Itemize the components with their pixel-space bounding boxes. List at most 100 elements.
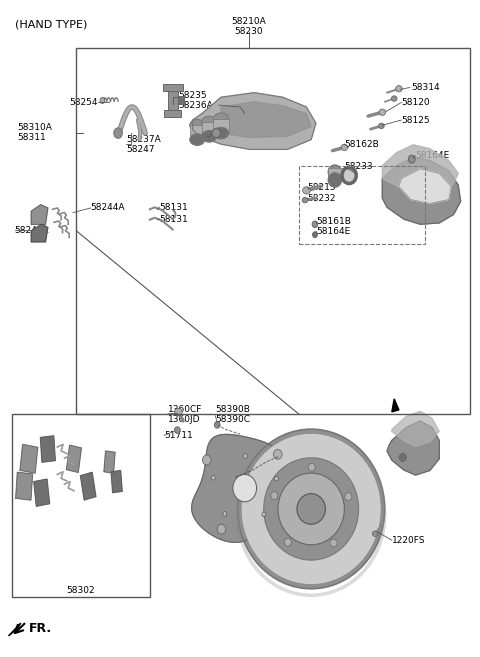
Polygon shape <box>399 169 451 204</box>
Ellipse shape <box>274 449 282 459</box>
Ellipse shape <box>278 473 344 545</box>
Ellipse shape <box>175 427 180 434</box>
Polygon shape <box>383 145 458 194</box>
Polygon shape <box>9 623 21 636</box>
Bar <box>202 122 217 136</box>
Ellipse shape <box>391 96 397 101</box>
Bar <box>190 125 205 139</box>
Ellipse shape <box>211 476 215 480</box>
Ellipse shape <box>264 458 359 560</box>
Polygon shape <box>34 479 49 506</box>
Text: 58125: 58125 <box>401 116 430 125</box>
Ellipse shape <box>345 493 352 501</box>
Text: 58164E: 58164E <box>416 151 450 160</box>
Text: 58164E: 58164E <box>316 227 350 236</box>
Ellipse shape <box>202 116 217 128</box>
Text: 58390C: 58390C <box>216 415 251 424</box>
Ellipse shape <box>328 173 342 187</box>
Polygon shape <box>387 421 439 475</box>
Ellipse shape <box>302 198 308 203</box>
Ellipse shape <box>262 512 266 516</box>
Text: 58120: 58120 <box>401 98 430 107</box>
Text: 58213: 58213 <box>307 183 336 193</box>
Polygon shape <box>16 472 33 500</box>
Bar <box>164 110 181 117</box>
Polygon shape <box>31 224 48 242</box>
Polygon shape <box>392 411 439 446</box>
Ellipse shape <box>212 129 220 137</box>
Ellipse shape <box>341 144 348 150</box>
Polygon shape <box>192 93 316 149</box>
Text: 58311: 58311 <box>17 133 46 142</box>
Text: 58210A: 58210A <box>231 17 266 26</box>
Bar <box>328 168 342 180</box>
Text: 58131: 58131 <box>159 215 188 223</box>
Text: 58411D: 58411D <box>278 452 313 461</box>
Bar <box>300 166 425 244</box>
Ellipse shape <box>399 453 406 461</box>
Text: 51711: 51711 <box>164 431 193 440</box>
Ellipse shape <box>408 155 415 163</box>
Ellipse shape <box>233 474 257 502</box>
Polygon shape <box>383 158 461 224</box>
Ellipse shape <box>372 531 378 537</box>
Text: 58244A: 58244A <box>14 226 49 235</box>
Text: 1360JD: 1360JD <box>168 415 200 424</box>
Ellipse shape <box>312 232 317 238</box>
Ellipse shape <box>190 134 205 145</box>
Ellipse shape <box>379 109 385 116</box>
Polygon shape <box>40 436 55 462</box>
Ellipse shape <box>243 454 247 459</box>
Text: 58237A: 58237A <box>126 135 161 144</box>
Text: 58244A: 58244A <box>91 204 125 212</box>
Text: 58162B: 58162B <box>344 140 379 148</box>
Ellipse shape <box>396 85 402 92</box>
Ellipse shape <box>215 422 220 428</box>
Text: FR.: FR. <box>29 622 52 635</box>
Ellipse shape <box>114 128 122 138</box>
Ellipse shape <box>214 113 228 125</box>
Bar <box>163 84 183 91</box>
Ellipse shape <box>203 455 211 464</box>
Text: 58230: 58230 <box>234 27 263 36</box>
Polygon shape <box>31 205 48 224</box>
Ellipse shape <box>284 539 291 546</box>
Ellipse shape <box>308 463 315 471</box>
Bar <box>214 119 228 133</box>
Ellipse shape <box>238 429 384 589</box>
Ellipse shape <box>175 408 182 415</box>
Polygon shape <box>192 434 296 542</box>
Bar <box>179 96 184 104</box>
Text: (HAND TYPE): (HAND TYPE) <box>14 19 87 29</box>
Polygon shape <box>67 445 81 472</box>
Polygon shape <box>81 472 96 500</box>
Ellipse shape <box>342 168 356 183</box>
Ellipse shape <box>302 187 310 194</box>
Ellipse shape <box>271 491 278 499</box>
Ellipse shape <box>214 127 228 139</box>
Ellipse shape <box>190 120 205 131</box>
Text: 58127B: 58127B <box>207 132 241 141</box>
Text: 58236A: 58236A <box>179 101 213 110</box>
Ellipse shape <box>379 123 384 129</box>
Polygon shape <box>392 399 399 412</box>
Polygon shape <box>111 470 122 493</box>
Text: 58314: 58314 <box>411 83 439 92</box>
Polygon shape <box>221 102 311 137</box>
Text: 58247: 58247 <box>126 145 155 154</box>
Ellipse shape <box>275 476 278 481</box>
Ellipse shape <box>202 131 217 142</box>
Ellipse shape <box>328 165 342 179</box>
Ellipse shape <box>241 434 381 585</box>
Text: 58161B: 58161B <box>316 217 351 226</box>
Ellipse shape <box>100 97 105 103</box>
Ellipse shape <box>223 512 227 516</box>
Ellipse shape <box>217 524 226 534</box>
Ellipse shape <box>312 221 318 227</box>
Text: 58163B: 58163B <box>219 101 253 110</box>
Text: 58254: 58254 <box>69 98 97 107</box>
Text: 1360CF: 1360CF <box>168 405 202 414</box>
Polygon shape <box>104 451 115 473</box>
Bar <box>168 85 179 117</box>
Text: 58131: 58131 <box>159 203 188 212</box>
